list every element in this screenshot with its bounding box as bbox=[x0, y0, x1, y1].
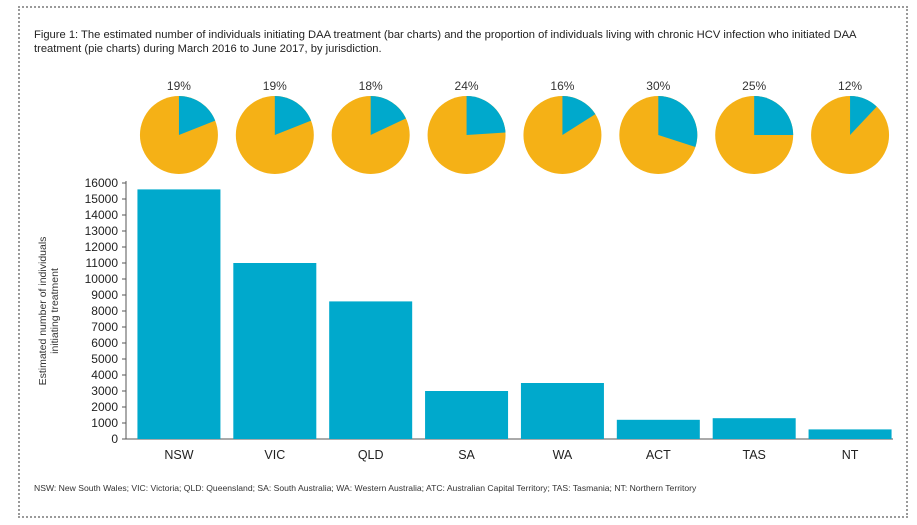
pie-act-slice bbox=[658, 96, 698, 148]
y-tick-label: 1000 bbox=[91, 416, 118, 430]
x-tick-label: QLD bbox=[358, 448, 384, 462]
bar-nt bbox=[808, 429, 892, 439]
x-tick-label: WA bbox=[553, 448, 573, 462]
y-tick-label: 8000 bbox=[91, 304, 118, 318]
pie-tas-slice bbox=[754, 96, 794, 135]
y-tick-label: 13000 bbox=[85, 224, 119, 238]
bar-tas bbox=[712, 418, 796, 439]
x-tick-label: VIC bbox=[264, 448, 285, 462]
y-tick-label: 9000 bbox=[91, 288, 118, 302]
y-tick-label: 14000 bbox=[85, 208, 119, 222]
pie-label: 18% bbox=[359, 79, 383, 93]
y-tick-label: 3000 bbox=[91, 384, 118, 398]
bar-qld bbox=[329, 301, 413, 439]
y-tick-label: 4000 bbox=[91, 368, 118, 382]
pie-label: 12% bbox=[838, 79, 862, 93]
x-tick-label: SA bbox=[458, 448, 475, 462]
pie-label: 24% bbox=[455, 79, 479, 93]
x-tick-label: NSW bbox=[164, 448, 193, 462]
pie-label: 19% bbox=[263, 79, 287, 93]
pie-sa-slice bbox=[466, 96, 506, 135]
bar-wa bbox=[520, 383, 604, 439]
pie-label: 30% bbox=[646, 79, 670, 93]
x-tick-label: ACT bbox=[646, 448, 671, 462]
pie-vic-slice bbox=[274, 96, 312, 135]
y-tick-label: 7000 bbox=[91, 320, 118, 334]
bar-nsw bbox=[137, 189, 221, 439]
y-tick-label: 5000 bbox=[91, 352, 118, 366]
pie-label: 25% bbox=[742, 79, 766, 93]
bar-vic bbox=[233, 263, 317, 439]
figure-title: Figure 1: The estimated number of indivi… bbox=[34, 29, 856, 55]
x-tick-label: TAS bbox=[742, 448, 765, 462]
pie-label: 16% bbox=[550, 79, 574, 93]
pie-nsw-slice bbox=[178, 96, 216, 135]
pie-wa-slice bbox=[562, 96, 596, 135]
pie-qld-slice bbox=[370, 96, 406, 135]
y-tick-label: 0 bbox=[111, 432, 118, 446]
y-tick-label: 15000 bbox=[85, 192, 119, 206]
y-tick-label: 2000 bbox=[91, 400, 118, 414]
pie-nt-slice bbox=[850, 96, 877, 135]
y-tick-label: 11000 bbox=[86, 256, 119, 270]
y-tick-label: 10000 bbox=[85, 272, 119, 286]
bar-sa bbox=[425, 391, 509, 439]
pie-label: 19% bbox=[167, 79, 191, 93]
x-tick-label: NT bbox=[842, 448, 859, 462]
bar-act bbox=[616, 419, 700, 439]
y-tick-label: 16000 bbox=[85, 176, 119, 190]
y-tick-label: 6000 bbox=[91, 336, 118, 350]
y-axis-label: Estimated number of individualsinitiatin… bbox=[37, 237, 61, 386]
figure-footnote: NSW: New South Wales; VIC: Victoria; QLD… bbox=[34, 483, 697, 493]
figure-frame bbox=[18, 6, 908, 518]
y-tick-label: 12000 bbox=[85, 240, 119, 254]
